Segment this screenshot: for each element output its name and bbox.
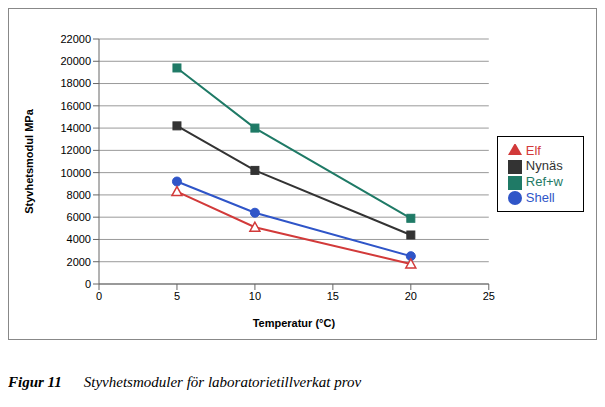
svg-text:22000: 22000 (60, 33, 91, 45)
svg-text:0: 0 (96, 290, 102, 302)
svg-text:6000: 6000 (67, 211, 91, 223)
svg-text:20000: 20000 (60, 55, 91, 67)
svg-text:Styvhetsmodul MPa: Styvhetsmodul MPa (23, 108, 35, 213)
svg-text:14000: 14000 (60, 122, 91, 134)
html-text:Styvhetsmoduler för laboratori: Styvhetsmoduler för laboratorietillverka… (83, 374, 362, 390)
svg-text:0: 0 (85, 278, 91, 290)
html-text:Shell: Shell (525, 189, 555, 205)
svg-text:18000: 18000 (60, 77, 91, 89)
svg-text:25: 25 (483, 290, 495, 302)
html-text:Figur 11: Figur 11 (8, 374, 62, 390)
svg-text:2000: 2000 (67, 256, 91, 268)
html-text:Ref+w: Ref+w (525, 174, 563, 189)
svg-text:Temperatur (°C): Temperatur (°C) (253, 317, 336, 329)
html-text:Nynäs: Nynäs (525, 158, 563, 174)
svg-text:5: 5 (174, 290, 180, 302)
svg-text:20: 20 (405, 290, 417, 302)
svg-text:10000: 10000 (60, 167, 91, 179)
svg-text:8000: 8000 (67, 189, 91, 201)
svg-text:4000: 4000 (67, 233, 91, 245)
svg-text:12000: 12000 (60, 144, 91, 156)
svg-text:15: 15 (327, 290, 339, 302)
svg-text:10: 10 (249, 290, 261, 302)
html-text:Elf: Elf (525, 142, 541, 158)
svg-text:16000: 16000 (60, 100, 91, 112)
